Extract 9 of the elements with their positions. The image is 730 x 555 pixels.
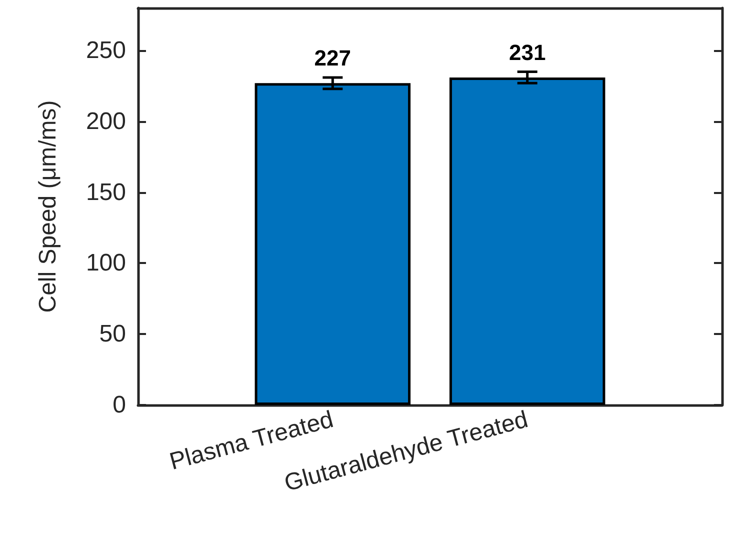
y-tick-label: 200 <box>86 108 126 135</box>
y-tick-label: 150 <box>86 178 126 206</box>
y-axis-title: Cell Speed (μm/ms) <box>34 100 62 313</box>
y-tick-label: 0 <box>112 392 126 418</box>
y-tick-label: 100 <box>86 250 126 277</box>
y-tick-label: 250 <box>86 37 126 64</box>
data-label: 231 <box>508 40 546 65</box>
data-label: 227 <box>314 46 352 71</box>
y-tick-label: 50 <box>99 320 126 348</box>
